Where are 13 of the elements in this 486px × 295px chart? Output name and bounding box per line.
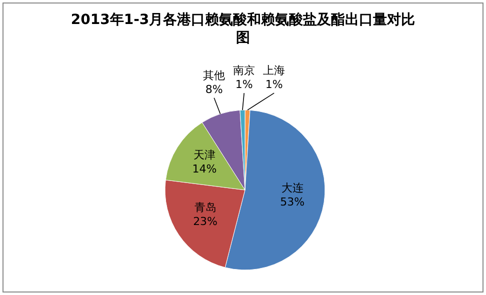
data-label: 23% (193, 214, 218, 228)
slice-label: 南京 (233, 64, 256, 78)
data-label: 1% (265, 78, 283, 92)
slice-label: 青岛 (194, 200, 216, 214)
data-label: 53% (280, 196, 305, 209)
slice-label: 天津 (193, 148, 216, 162)
data-label: 8% (205, 82, 223, 96)
data-label: 14% (192, 162, 217, 176)
slice-label: 大连 (281, 182, 304, 195)
chart-title: 2013年1-3月各港口赖氨酸和赖氨酸盐及酯出口量对比图 (70, 12, 416, 46)
data-label: 1% (235, 78, 253, 92)
slice-label: 其他 (203, 68, 226, 82)
slice-label: 上海 (263, 64, 286, 78)
